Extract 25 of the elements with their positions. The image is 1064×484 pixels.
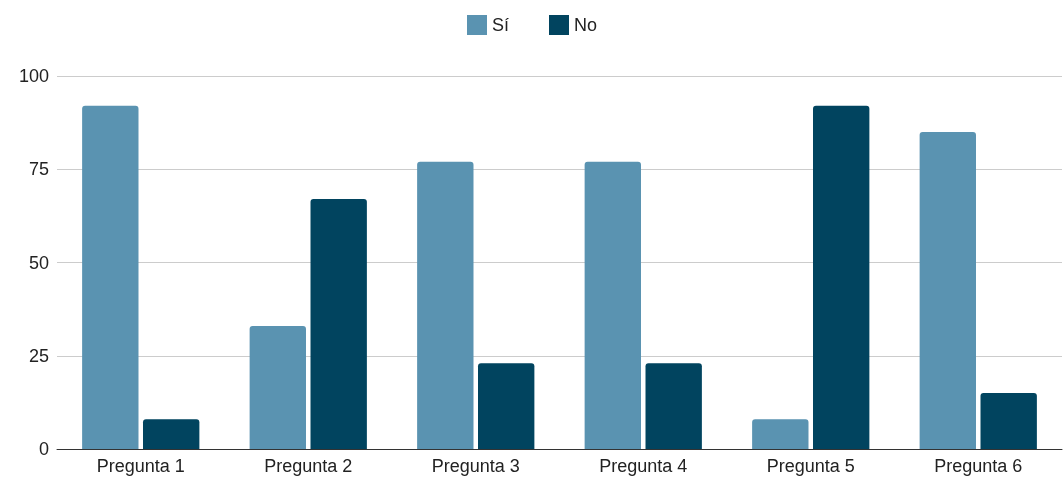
- x-tick-label: Pregunta 5: [766, 456, 855, 476]
- x-tick-label: Pregunta 2: [264, 456, 353, 476]
- x-tick-label: Pregunta 6: [934, 456, 1023, 476]
- bar: [82, 105, 139, 449]
- legend-label: No: [574, 15, 598, 35]
- y-tick-label: 100: [18, 66, 49, 86]
- legend-label: Sí: [491, 15, 510, 35]
- bar: [813, 105, 870, 449]
- bar: [478, 363, 535, 449]
- x-tick-label: Pregunta 4: [599, 456, 688, 476]
- bar: [919, 131, 976, 449]
- bar: [980, 393, 1037, 449]
- bar: [249, 325, 306, 449]
- x-tick-label: Pregunta 3: [431, 456, 520, 476]
- bar: [310, 199, 367, 449]
- bar: [143, 419, 200, 449]
- bar: [645, 363, 702, 449]
- y-tick-label: 50: [28, 252, 49, 273]
- bar: [417, 161, 474, 449]
- bar: [752, 419, 809, 449]
- x-tick-label: Pregunta 1: [96, 456, 185, 476]
- y-tick-label: 25: [28, 345, 49, 366]
- y-tick-label: 75: [28, 159, 49, 180]
- y-tick-label: 0: [38, 439, 49, 459]
- bar: [584, 161, 641, 449]
